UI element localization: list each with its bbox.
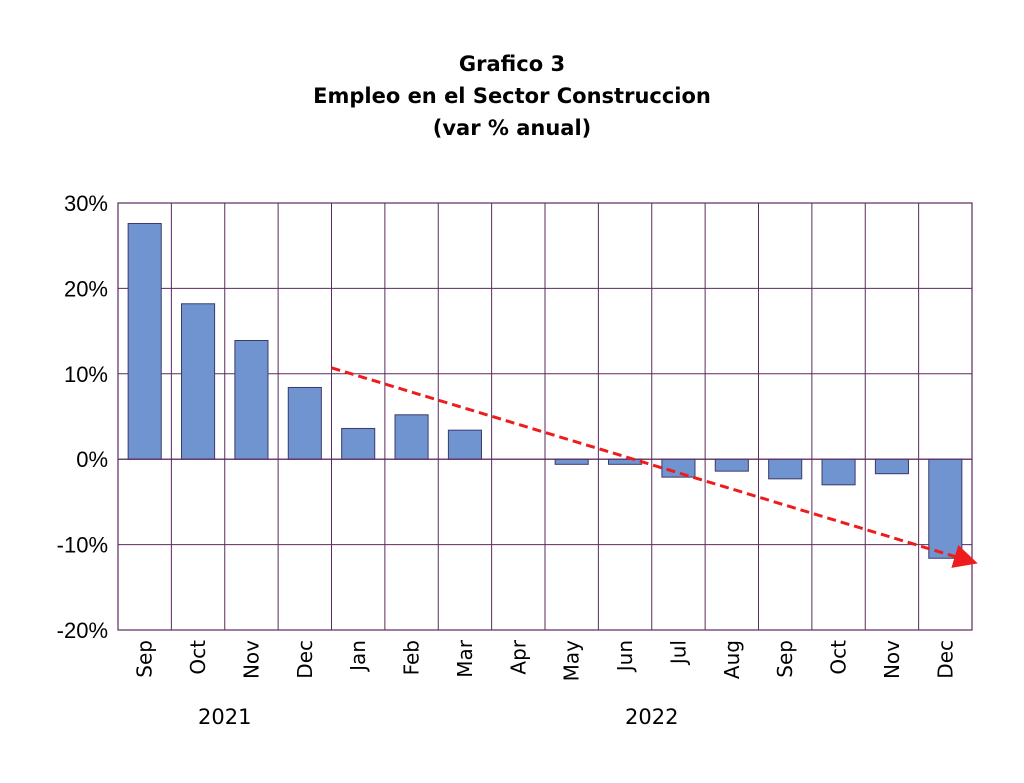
- bar-feb-5: [394, 414, 429, 460]
- x-category-label: Nov: [239, 640, 263, 679]
- bar-nov-14: [874, 458, 909, 475]
- chart-unit-label: (var % anual): [432, 116, 592, 140]
- year-labels: 2021 2022: [198, 705, 678, 729]
- bar-sep-0: [127, 222, 162, 460]
- x-category-label: Dec: [933, 640, 957, 679]
- y-tick-label: 0%: [76, 447, 108, 472]
- x-category-label: Aug: [720, 640, 744, 679]
- bar-nov-2: [234, 339, 269, 460]
- bar-oct-13: [821, 458, 856, 486]
- bar-oct-1: [181, 303, 216, 460]
- bar-dec-3: [287, 386, 322, 460]
- x-category-label: Jul: [666, 640, 690, 666]
- y-tick-label: -20%: [57, 618, 108, 643]
- bar-may-8: [554, 458, 589, 465]
- chart-title: Grafico 3: [458, 52, 566, 76]
- y-tick-label: 30%: [64, 191, 108, 216]
- x-category-label: Dec: [293, 640, 317, 679]
- bars: [118, 222, 972, 559]
- bar-mar-6: [447, 429, 482, 460]
- x-category-label: Nov: [880, 640, 904, 679]
- bar-jun-9: [608, 458, 643, 465]
- year-label-2022: 2022: [625, 705, 678, 729]
- bar-sep-12: [768, 458, 803, 480]
- x-category-label: May: [560, 640, 584, 682]
- chart-subtitle: Empleo en el Sector Construccion: [313, 84, 711, 108]
- x-category-label: Sep: [773, 640, 797, 678]
- x-category-label: Oct: [186, 640, 210, 675]
- y-tick-label: 10%: [64, 362, 108, 387]
- x-category-label: Mar: [453, 639, 477, 678]
- bar-dec-15: [928, 458, 963, 559]
- x-category-label: Oct: [827, 640, 851, 675]
- x-category-label: Sep: [133, 640, 157, 678]
- bar-aug-11: [714, 458, 749, 472]
- x-category-label: Feb: [400, 640, 424, 675]
- y-tick-label: -10%: [57, 533, 108, 558]
- x-category-label: Jan: [346, 640, 370, 673]
- y-tick-label: 20%: [64, 276, 108, 301]
- bar-jan-4: [341, 427, 376, 460]
- x-axis-categories: Sep Oct Nov Dec Jan Feb Mar Apr May Jun Jul Aug Sep O…: [133, 639, 958, 681]
- year-label-2021: 2021: [198, 705, 251, 729]
- y-axis-ticks: -20% -10% 0% 10% 20% 30%: [57, 191, 108, 643]
- chart-title-block: Grafico 3 Empleo en el Sector Construcci…: [0, 48, 1024, 144]
- grid: [117, 202, 973, 631]
- x-category-label: Jun: [613, 640, 637, 673]
- x-category-label: Apr: [506, 639, 530, 674]
